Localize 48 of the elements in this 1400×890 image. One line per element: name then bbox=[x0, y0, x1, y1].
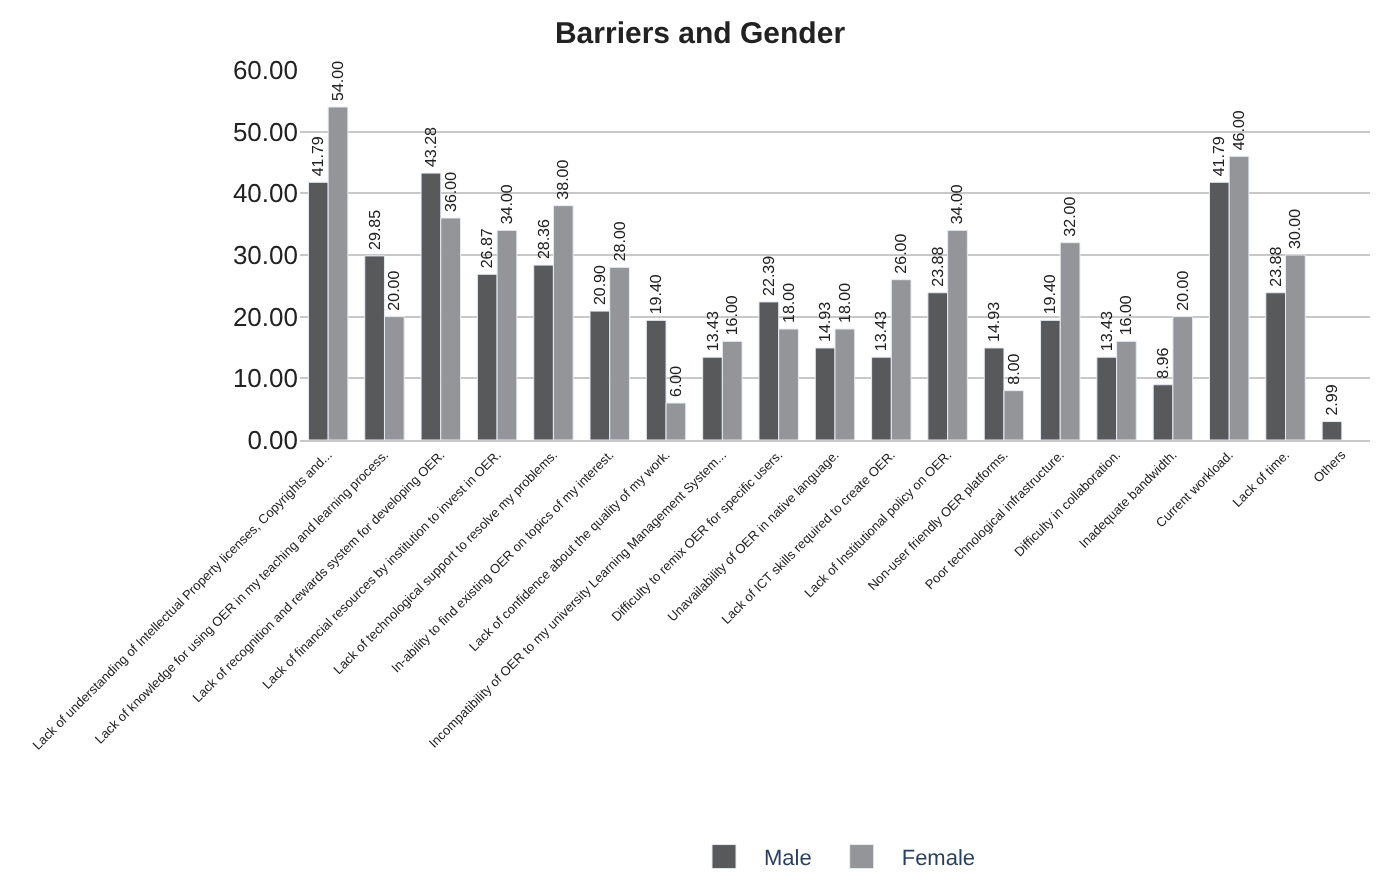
data-label: 19.40 bbox=[1041, 273, 1060, 315]
y-tick-label: 40.00 bbox=[232, 178, 298, 209]
data-label: 13.43 bbox=[1097, 310, 1116, 352]
data-label: 41.79 bbox=[1210, 135, 1229, 177]
data-label: 18.00 bbox=[835, 281, 854, 323]
data-label: 34.00 bbox=[497, 183, 516, 225]
data-label: 38.00 bbox=[554, 158, 573, 200]
legend-label: Female bbox=[901, 847, 976, 872]
y-tick-label: 20.00 bbox=[232, 301, 298, 332]
legend-label: Male bbox=[764, 847, 812, 872]
data-label: 6.00 bbox=[666, 364, 685, 397]
data-label: 34.00 bbox=[948, 183, 967, 225]
data-label: 23.88 bbox=[1266, 245, 1285, 287]
data-label: 29.85 bbox=[365, 208, 384, 250]
chart-title: Barriers and Gender bbox=[554, 17, 846, 52]
data-label: 20.00 bbox=[1173, 269, 1192, 311]
y-tick-label: 30.00 bbox=[232, 240, 298, 271]
data-label: 41.79 bbox=[309, 135, 328, 177]
data-label: 20.90 bbox=[590, 263, 609, 306]
y-tick-label: 50.00 bbox=[232, 116, 298, 147]
data-label: 43.28 bbox=[421, 125, 440, 168]
data-label: 13.43 bbox=[872, 310, 891, 352]
data-label: 13.43 bbox=[703, 310, 722, 352]
data-label: 46.00 bbox=[1230, 109, 1249, 151]
y-tick-label: 10.00 bbox=[232, 363, 298, 394]
data-label: 8.96 bbox=[1154, 346, 1173, 379]
y-tick-label: 60.00 bbox=[232, 55, 298, 86]
data-label: 16.00 bbox=[1117, 294, 1136, 336]
y-tick-label: 0.00 bbox=[247, 425, 298, 456]
data-label: 16.00 bbox=[723, 294, 742, 336]
data-label: 26.87 bbox=[478, 227, 497, 269]
data-label: 8.00 bbox=[1004, 352, 1023, 385]
data-label: 28.00 bbox=[610, 220, 629, 262]
data-label: 23.88 bbox=[928, 245, 947, 287]
data-label: 28.36 bbox=[534, 217, 553, 260]
data-label: 14.93 bbox=[816, 300, 835, 342]
data-label: 18.00 bbox=[779, 281, 798, 323]
data-label: 54.00 bbox=[329, 59, 348, 101]
data-label: 2.99 bbox=[1322, 383, 1341, 416]
data-label: 32.00 bbox=[1061, 195, 1080, 237]
data-label: 22.39 bbox=[759, 254, 778, 296]
bar bbox=[1321, 421, 1343, 440]
data-label: 36.00 bbox=[441, 170, 460, 212]
data-label: 19.40 bbox=[647, 273, 666, 315]
data-label: 26.00 bbox=[892, 232, 911, 274]
data-label: 20.00 bbox=[385, 269, 404, 311]
data-label: 30.00 bbox=[1286, 207, 1305, 249]
data-label: 14.93 bbox=[985, 300, 1004, 342]
